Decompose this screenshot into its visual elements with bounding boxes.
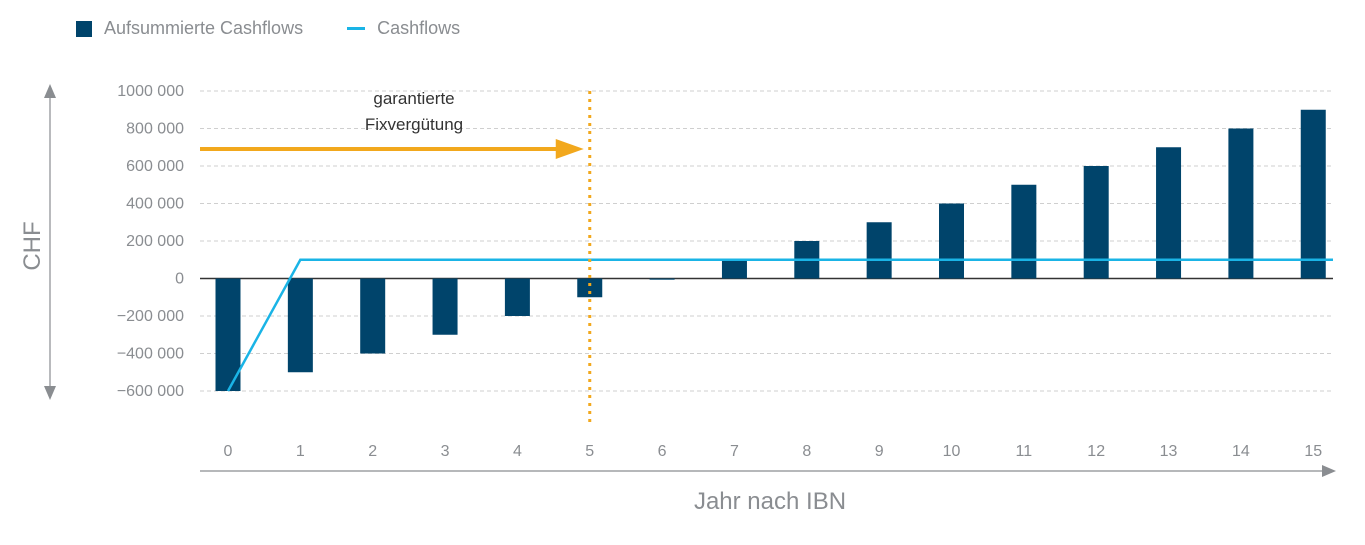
bar <box>1083 166 1109 279</box>
y-tick-label: 800 000 <box>126 121 184 138</box>
y-tick-label: −200 000 <box>117 308 184 325</box>
bar <box>649 278 675 280</box>
x-tick-label: 3 <box>441 443 450 460</box>
annotation-text-line2: Fixvergütung <box>365 115 463 134</box>
x-tick-label: 12 <box>1087 443 1105 460</box>
bar <box>721 259 747 279</box>
legend-item-cashflows: Cashflows <box>347 18 460 39</box>
y-tick-label: −600 000 <box>117 383 184 400</box>
annotation: garantierte Fixvergütung <box>200 89 592 425</box>
bar <box>1156 147 1182 279</box>
y-tick-label: 200 000 <box>126 233 184 250</box>
bar <box>1228 128 1254 279</box>
x-tick-label: 10 <box>943 443 961 460</box>
tick-labels: 1000 000 800 000 600 000 400 000 200 000 0 −20… <box>117 83 1322 460</box>
legend: Aufsummierte Cashflows Cashflows <box>76 18 504 39</box>
x-tick-label: 7 <box>730 443 739 460</box>
line-series <box>226 258 1333 392</box>
cashflow-line <box>226 258 1333 392</box>
bar <box>1300 109 1326 279</box>
y-axis-title: CHF <box>19 221 46 270</box>
gridlines <box>200 90 1333 392</box>
bar <box>1011 184 1037 279</box>
x-tick-label: 2 <box>368 443 377 460</box>
y-tick-label: 0 <box>175 271 184 288</box>
y-tick-label: 600 000 <box>126 158 184 175</box>
x-axis-title: Jahr nach IBN <box>694 488 846 515</box>
bar-series <box>215 109 1326 391</box>
x-tick-label: 4 <box>513 443 522 460</box>
x-tick-label: 13 <box>1160 443 1178 460</box>
y-tick-label: 400 000 <box>126 196 184 213</box>
y-axis-arrow-down <box>44 386 56 400</box>
legend-swatch-bar <box>76 20 92 37</box>
legend-swatch-line <box>347 27 366 30</box>
x-tick-label: 5 <box>585 443 594 460</box>
x-tick-label: 14 <box>1232 443 1250 460</box>
bar <box>939 203 964 279</box>
x-tick-label: 11 <box>1016 443 1033 460</box>
bar <box>215 278 241 391</box>
x-tick-label: 15 <box>1304 443 1322 460</box>
y-tick-label: −400 000 <box>117 346 184 363</box>
x-tick-label: 1 <box>296 443 305 460</box>
bar <box>504 278 530 316</box>
bar <box>432 278 458 335</box>
legend-item-aufsummierte-cashflows: Aufsummierte Cashflows <box>76 18 303 39</box>
annotation-text-line1: garantierte <box>373 89 454 108</box>
x-tick-label: 9 <box>875 443 884 460</box>
bar <box>360 278 386 354</box>
x-axis-arrow <box>1322 465 1336 477</box>
x-tick-label: 6 <box>658 443 667 460</box>
x-tick-label: 8 <box>802 443 811 460</box>
bar <box>577 278 603 298</box>
bar <box>866 222 892 279</box>
y-axis-arrow-up <box>44 84 56 98</box>
guarantee-arrow-head <box>555 139 584 159</box>
bar <box>287 278 313 373</box>
x-tick-label: 0 <box>224 443 233 460</box>
y-tick-label: 1000 000 <box>117 83 184 100</box>
legend-label-cashflows: Cashflows <box>377 18 461 38</box>
axes: CHF Jahr nach IBN <box>19 84 1336 515</box>
legend-label-aufsummierte-cashflows: Aufsummierte Cashflows <box>104 18 304 38</box>
